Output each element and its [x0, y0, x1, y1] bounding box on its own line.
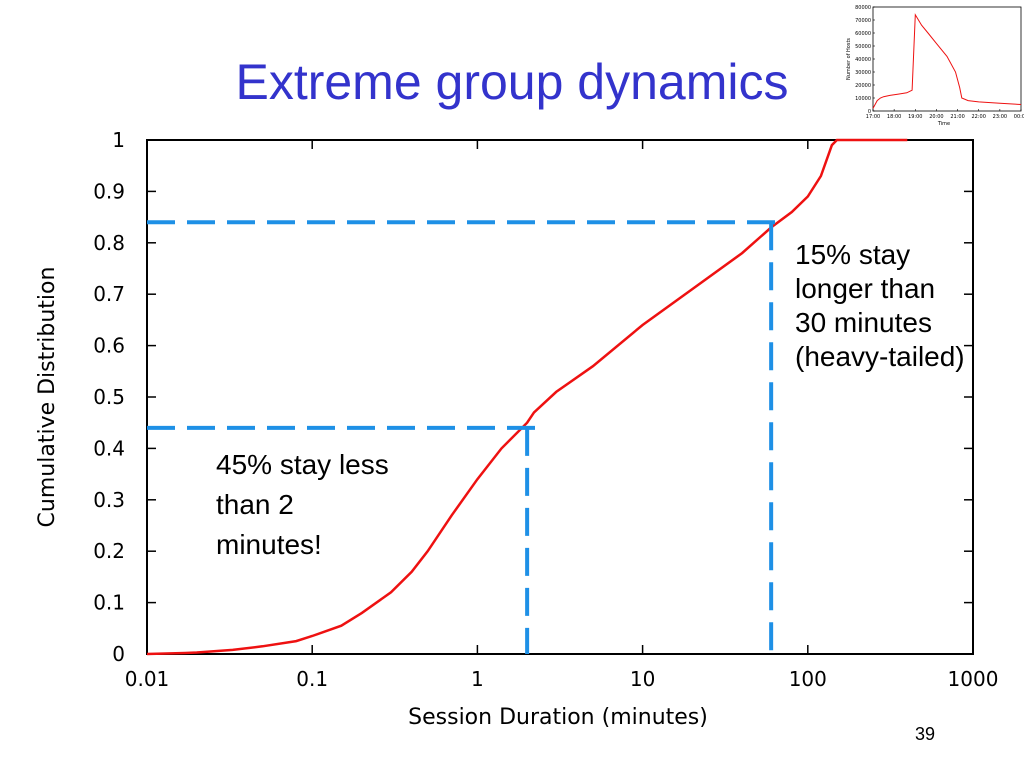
inset-x-tick-label: 19:00 — [908, 114, 922, 120]
annotation-long-line: (heavy-tailed) — [795, 341, 965, 372]
y-tick-label: 0.6 — [93, 334, 125, 358]
inset-frame — [872, 6, 1022, 112]
annotation-short-line: 45% stay less — [216, 449, 389, 480]
inset-x-tick-label: 17:00 — [866, 114, 880, 120]
x-axis-title: Session Duration (minutes) — [408, 705, 708, 730]
guide-lines — [147, 220, 780, 654]
inset-chart: 0 10000 20000 30000 40000 50000 60000 70000 8000… — [846, 5, 1024, 127]
y-axis-title: Cumulative Distribution — [35, 267, 60, 528]
y-tick-label: 0.7 — [93, 282, 125, 306]
inset-y-ticks: 0 10000 20000 30000 40000 50000 60000 70000 8000… — [855, 5, 875, 115]
x-tick-label: 0.01 — [125, 667, 170, 691]
inset-x-tick-label: 00:00 — [1014, 114, 1024, 120]
inset-y-tick-label: 30000 — [855, 70, 871, 76]
x-tick-label: 10 — [630, 667, 655, 691]
y-tick-label: 0.1 — [93, 591, 125, 615]
annotation-long-line: 15% stay — [795, 239, 910, 270]
inset-y-tick-label: 10000 — [855, 96, 871, 102]
x-tick-label: 100 — [789, 667, 827, 691]
annotation-short-line: minutes! — [216, 529, 322, 560]
inset-x-tick-label: 23:00 — [993, 114, 1007, 120]
annotation-long-line: 30 minutes — [795, 307, 932, 338]
slide-title: Extreme group dynamics — [235, 54, 789, 110]
y-tick-label: 0.4 — [93, 436, 125, 460]
annotation-short-line: than 2 — [216, 489, 294, 520]
annotation-short-sessions: 45% stay less than 2 minutes! — [216, 449, 397, 560]
y-tick-label: 0.9 — [93, 179, 125, 203]
x-tick-label: 0.1 — [296, 667, 328, 691]
inset-y-tick-label: 70000 — [855, 18, 871, 24]
inset-x-tick-label: 22:00 — [972, 114, 986, 120]
x-tick-label: 1 — [471, 667, 484, 691]
inset-series-line — [872, 13, 1022, 109]
y-tick-label: 0.2 — [93, 539, 125, 563]
inset-y-tick-label: 60000 — [855, 31, 871, 37]
inset-x-title: Time — [937, 121, 950, 127]
annotation-long-sessions: 15% stay longer than 30 minutes (heavy-t… — [795, 239, 965, 372]
y-tick-label: 0.3 — [93, 488, 125, 512]
y-tick-label: 0.5 — [93, 385, 125, 409]
inset-y-tick-label: 80000 — [855, 5, 871, 11]
x-axis-ticks: 0.01 0.1 1 10 100 1000 — [125, 140, 999, 691]
slide-number: 39 — [914, 724, 936, 744]
inset-x-tick-label: 21:00 — [950, 114, 964, 120]
inset-y-tick-label: 0 — [868, 109, 871, 115]
plot-frame — [146, 139, 974, 655]
inset-x-ticks: 17:00 18:00 19:00 20:00 21:00 22:00 23:00 00:00 — [866, 109, 1024, 120]
inset-y-tick-label: 40000 — [855, 57, 871, 63]
y-tick-label: 1 — [112, 128, 125, 152]
y-tick-label: 0 — [112, 642, 125, 666]
annotation-long-line: longer than — [795, 273, 935, 304]
inset-x-tick-label: 18:00 — [887, 114, 901, 120]
series-line-cdf — [146, 138, 908, 656]
y-axis-ticks: 0 0.1 0.2 0.3 0.4 0.5 0.6 0.7 0.8 0.9 1 — [93, 128, 973, 666]
inset-y-tick-label: 20000 — [855, 83, 871, 89]
inset-y-title: Number of Hosts — [846, 38, 852, 80]
x-tick-label: 1000 — [948, 667, 999, 691]
inset-x-tick-label: 20:00 — [929, 114, 943, 120]
inset-y-tick-label: 50000 — [855, 44, 871, 50]
y-tick-label: 0.8 — [93, 231, 125, 255]
